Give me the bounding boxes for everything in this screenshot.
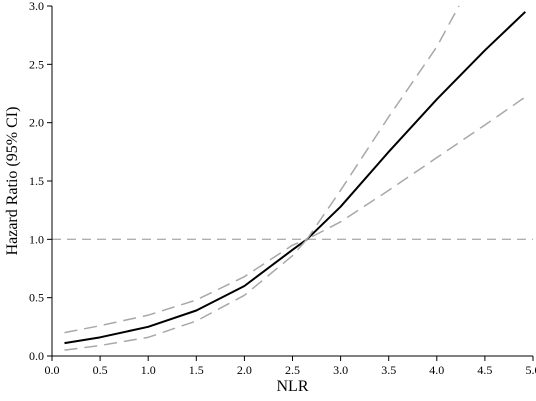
series-line-upper-ci bbox=[64, 5, 460, 334]
y-tick-label: 2.0 bbox=[29, 116, 44, 130]
y-tick-label: 1.0 bbox=[29, 232, 44, 246]
x-axis-title: NLR bbox=[277, 378, 309, 395]
x-tick-label: 0.5 bbox=[93, 363, 108, 377]
x-tick-label: 1.0 bbox=[141, 363, 156, 377]
plot-area: 0.0 0.5 1.0 1.5 2.0 2.5 3.0 3.5 4.0 4.5 5.0 0.0 0.5 1… bbox=[29, 0, 536, 377]
y-tick-label: 1.5 bbox=[29, 174, 44, 188]
x-tick-label: 0.0 bbox=[45, 363, 60, 377]
x-tick-label: 3.0 bbox=[333, 363, 348, 377]
y-tick-label: 3.0 bbox=[29, 0, 44, 13]
y-tick-label: 2.5 bbox=[29, 57, 44, 71]
x-tick-label: 3.5 bbox=[381, 363, 396, 377]
x-tick-label: 2.0 bbox=[237, 363, 252, 377]
x-tick-label: 4.0 bbox=[429, 363, 444, 377]
series-line-estimate bbox=[64, 11, 526, 345]
series-line-lower-ci bbox=[64, 96, 526, 351]
y-axis-title: Hazard Ratio (95% CI) bbox=[4, 107, 21, 256]
x-tick-label: 2.5 bbox=[285, 363, 300, 377]
x-tick-label: 1.5 bbox=[189, 363, 204, 377]
x-tick-label: 5.0 bbox=[526, 363, 536, 377]
y-tick-label: 0.0 bbox=[29, 349, 44, 363]
x-tick-label: 4.5 bbox=[477, 363, 492, 377]
y-tick-label: 0.5 bbox=[29, 291, 44, 305]
